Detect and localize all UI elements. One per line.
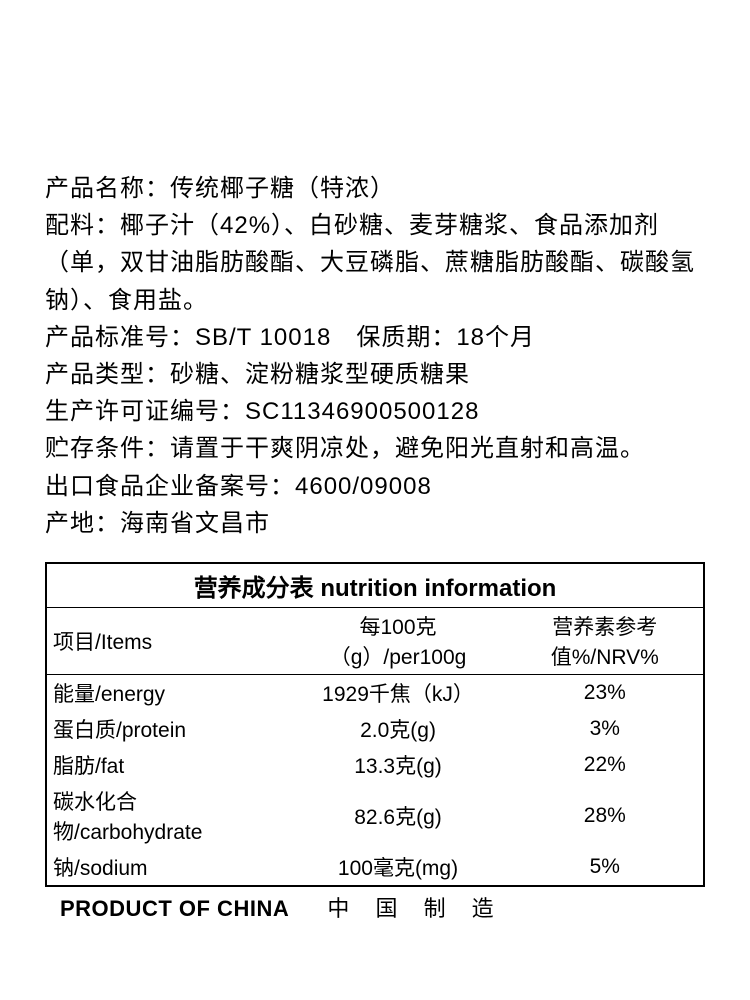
storage-conditions: 贮存条件：请置于干爽阴凉处，避免阳光直射和高温。 (45, 430, 705, 467)
product-of-china-en: PRODUCT OF CHINA (60, 896, 289, 921)
header-items: 项目/Items (46, 607, 289, 674)
table-title: 营养成分表 nutrition information (46, 563, 704, 608)
cell-nrv: 22% (507, 747, 704, 783)
nutrition-table: 营养成分表 nutrition information 项目/Items 每10… (45, 562, 705, 887)
origin: 产地：海南省文昌市 (45, 505, 705, 542)
standard-shelf-life: 产品标准号：SB/T 10018 保质期：18个月 (45, 319, 705, 356)
cell-value: 82.6克(g) (289, 783, 506, 849)
export-record: 出口食品企业备案号：4600/09008 (45, 468, 705, 505)
cell-value: 2.0克(g) (289, 711, 506, 747)
product-type: 产品类型：砂糖、淀粉糖浆型硬质糖果 (45, 356, 705, 393)
cell-item: 碳水化合物/carbohydrate (46, 783, 289, 849)
cell-item: 脂肪/fat (46, 747, 289, 783)
header-nrv: 营养素参考值%/NRV% (507, 607, 704, 674)
table-row: 钠/sodium 100毫克(mg) 5% (46, 849, 704, 886)
product-name: 产品名称：传统椰子糖（特浓） (45, 170, 705, 207)
table-row: 蛋白质/protein 2.0克(g) 3% (46, 711, 704, 747)
cell-value: 13.3克(g) (289, 747, 506, 783)
cell-nrv: 5% (507, 849, 704, 886)
cell-nrv: 23% (507, 674, 704, 711)
table-row: 能量/energy 1929千焦（kJ） 23% (46, 674, 704, 711)
table-header-row: 项目/Items 每100克（g）/per100g 营养素参考值%/NRV% (46, 607, 704, 674)
header-per100g: 每100克（g）/per100g (289, 607, 506, 674)
cell-nrv: 3% (507, 711, 704, 747)
production-license: 生产许可证编号：SC11346900500128 (45, 393, 705, 430)
footer: PRODUCT OF CHINA 中 国 制 造 (45, 887, 705, 923)
cell-item: 钠/sodium (46, 849, 289, 886)
cell-value: 1929千焦（kJ） (289, 674, 506, 711)
cell-item: 能量/energy (46, 674, 289, 711)
product-of-china-zh: 中 国 制 造 (327, 896, 503, 921)
cell-item: 蛋白质/protein (46, 711, 289, 747)
cell-value: 100毫克(mg) (289, 849, 506, 886)
table-row: 脂肪/fat 13.3克(g) 22% (46, 747, 704, 783)
cell-nrv: 28% (507, 783, 704, 849)
table-title-row: 营养成分表 nutrition information (46, 563, 704, 608)
table-row: 碳水化合物/carbohydrate 82.6克(g) 28% (46, 783, 704, 849)
product-info-block: 产品名称：传统椰子糖（特浓） 配料：椰子汁（42%）、白砂糖、麦芽糖浆、食品添加… (45, 170, 705, 542)
ingredients: 配料：椰子汁（42%）、白砂糖、麦芽糖浆、食品添加剂（单，双甘油脂肪酸酯、大豆磷… (45, 207, 705, 319)
